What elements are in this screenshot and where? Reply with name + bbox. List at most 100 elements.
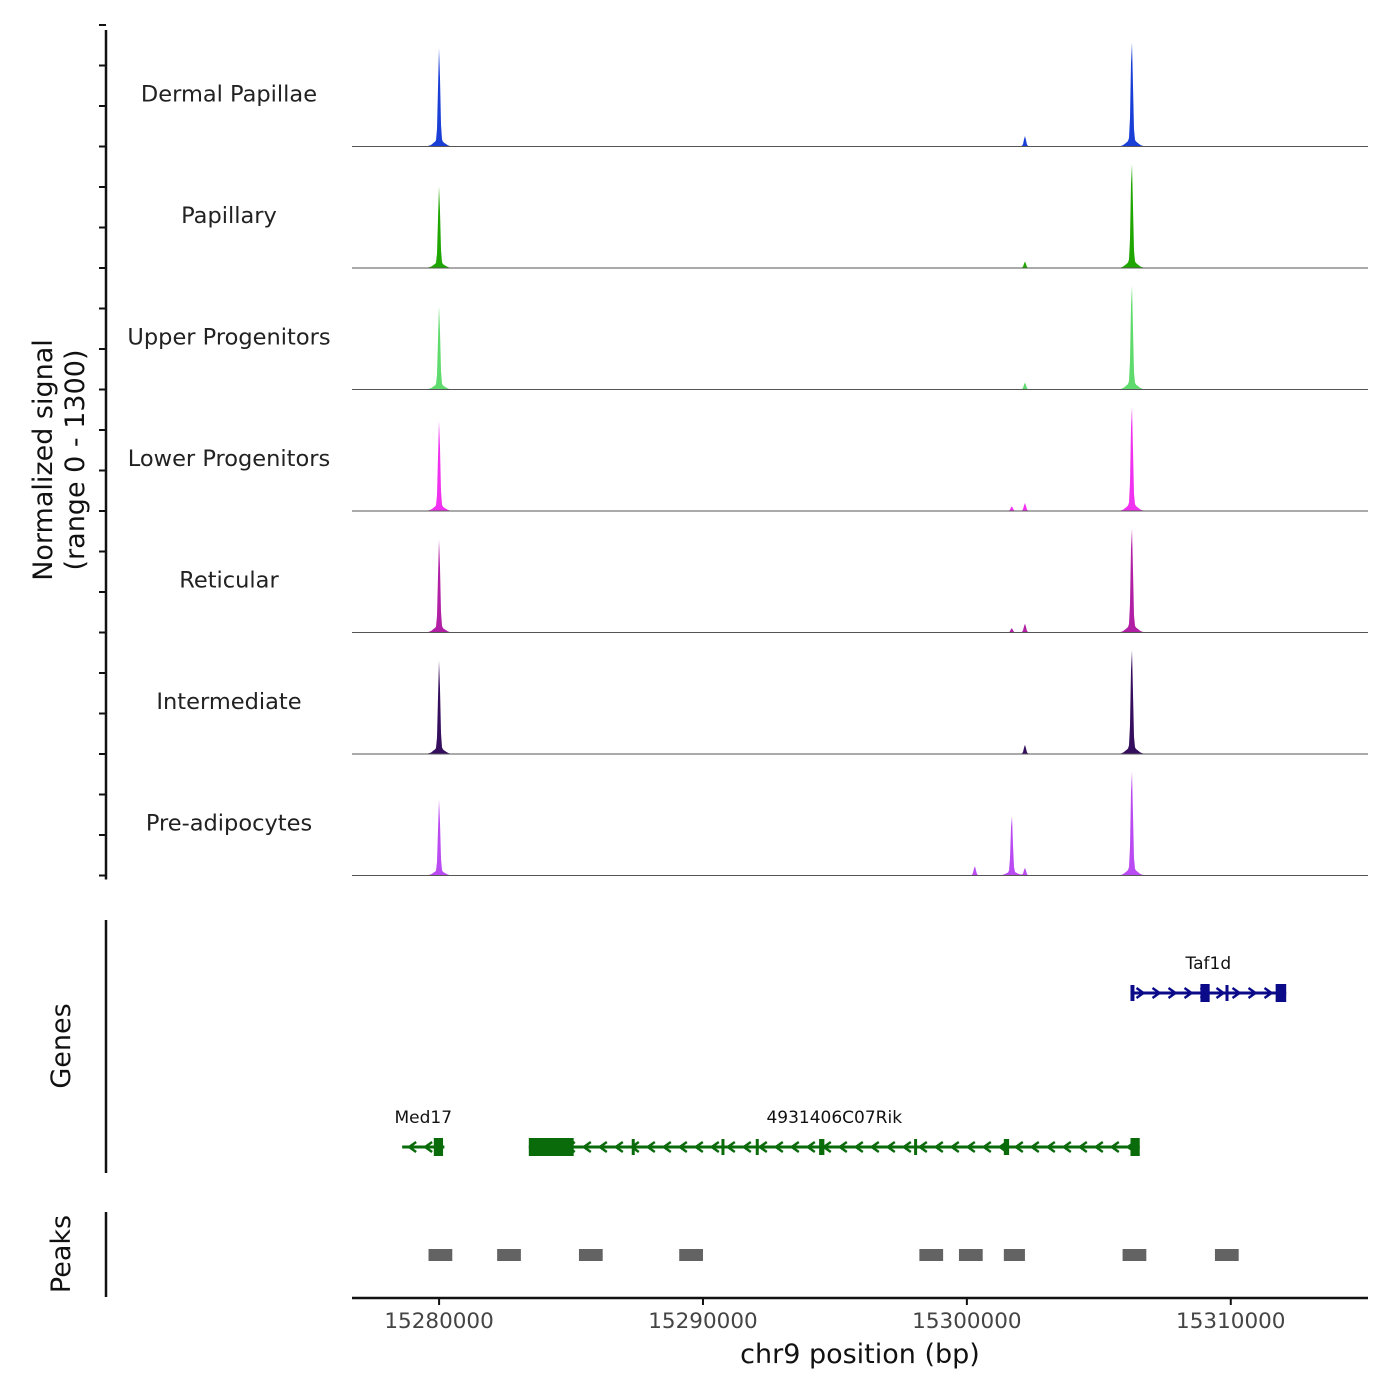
strand-arrow xyxy=(901,1140,912,1154)
peak-region xyxy=(1122,1249,1147,1261)
strand-arrow xyxy=(869,1140,880,1154)
gene-label: 4931406C07Rik xyxy=(766,1108,902,1128)
track-0: Dermal Papillae xyxy=(141,42,1368,147)
strand-arrow xyxy=(613,1140,624,1154)
strand-arrow xyxy=(406,1140,417,1154)
strand-arrow xyxy=(981,1140,992,1154)
exon xyxy=(914,1139,918,1155)
strand-arrow xyxy=(677,1140,688,1154)
peak-region xyxy=(919,1249,944,1261)
peak-region xyxy=(1003,1249,1025,1261)
coverage-tracks: Dermal Papillae Papillary Upper Progenitor… xyxy=(127,42,1368,876)
strand-arrow xyxy=(1045,1140,1056,1154)
track-label-6: Pre-adipocytes xyxy=(146,811,312,837)
strand-arrow xyxy=(741,1140,752,1154)
strand-arrow xyxy=(1263,986,1274,1000)
genes-track-label: Genes xyxy=(46,1003,77,1088)
strand-arrow xyxy=(661,1140,672,1154)
gene-Taf1d: Taf1d xyxy=(1130,954,1287,1002)
strand-arrow xyxy=(1093,1140,1104,1154)
exon xyxy=(1130,1138,1140,1156)
strand-arrow xyxy=(693,1140,704,1154)
y-axis-title-line2: (range 0 - 1300) xyxy=(60,350,91,571)
strand-arrow xyxy=(1231,986,1242,1000)
signal-area-2 xyxy=(352,285,1368,390)
track-label-4: Reticular xyxy=(179,568,279,594)
gene-label: Med17 xyxy=(394,1108,452,1128)
track-3: Lower Progenitors xyxy=(128,407,1368,512)
x-tick-label: 15300000 xyxy=(912,1309,1021,1334)
peak-region xyxy=(679,1249,703,1261)
strand-arrow xyxy=(597,1140,608,1154)
exon xyxy=(721,1139,725,1155)
strand-arrow xyxy=(1135,986,1146,1000)
y-axis xyxy=(99,24,108,880)
strand-arrow xyxy=(422,1140,433,1154)
strand-arrow xyxy=(1247,986,1258,1000)
exon xyxy=(1003,1139,1010,1155)
strand-arrow xyxy=(933,1140,944,1154)
peak-region xyxy=(578,1249,603,1261)
strand-arrow xyxy=(709,1140,720,1154)
track-5: Intermediate xyxy=(156,650,1368,755)
strand-arrow xyxy=(949,1140,960,1154)
strand-arrow xyxy=(1013,1140,1024,1154)
exon xyxy=(755,1139,759,1155)
exon xyxy=(1200,984,1210,1002)
strand-arrow xyxy=(1151,986,1162,1000)
signal-area-3 xyxy=(352,407,1368,511)
strand-arrow xyxy=(645,1140,656,1154)
strand-arrow xyxy=(757,1140,768,1154)
strand-arrow xyxy=(1029,1140,1040,1154)
x-axis-title: chr9 position (bp) xyxy=(740,1339,980,1370)
exon xyxy=(528,1138,574,1156)
strand-arrow xyxy=(1061,1140,1072,1154)
x-axis: 15280000 15290000 15300000 15310000 xyxy=(352,1296,1368,1334)
peaks-track-label: Peaks xyxy=(46,1215,77,1293)
exon xyxy=(1275,984,1287,1002)
gene-track: Taf1d Med17 4931406C07Rik xyxy=(104,920,1287,1173)
strand-arrow xyxy=(965,1140,976,1154)
exon xyxy=(631,1139,635,1155)
exon xyxy=(1130,985,1135,1001)
track-2: Upper Progenitors xyxy=(127,285,1368,390)
track-label-1: Papillary xyxy=(181,203,277,229)
exon xyxy=(1225,985,1229,1001)
signal-area-1 xyxy=(352,164,1368,268)
strand-arrow xyxy=(773,1140,784,1154)
signal-area-4 xyxy=(352,528,1368,633)
strand-arrow xyxy=(1183,986,1194,1000)
track-1: Papillary xyxy=(181,164,1368,269)
peak-region xyxy=(497,1249,521,1261)
strand-arrow xyxy=(1109,1140,1120,1154)
gene-4931406C07Rik: 4931406C07Rik xyxy=(528,1108,1140,1156)
strand-arrow xyxy=(917,1140,928,1154)
signal-area-5 xyxy=(352,650,1368,754)
exon xyxy=(819,1139,825,1155)
x-tick-label: 15310000 xyxy=(1176,1309,1285,1334)
signal-area-0 xyxy=(352,42,1368,147)
track-label-3: Lower Progenitors xyxy=(128,446,330,472)
track-label-5: Intermediate xyxy=(156,689,301,715)
strand-arrow xyxy=(1167,986,1178,1000)
strand-arrow xyxy=(1077,1140,1088,1154)
strand-arrow xyxy=(837,1140,848,1154)
y-axis-title-line1: Normalized signal xyxy=(28,339,59,581)
gene-Med17: Med17 xyxy=(394,1108,452,1156)
gene-label: Taf1d xyxy=(1185,954,1232,974)
peak-region xyxy=(958,1249,983,1261)
strand-arrow xyxy=(581,1140,592,1154)
strand-arrow xyxy=(805,1140,816,1154)
x-tick-label: 15290000 xyxy=(648,1309,757,1334)
strand-arrow xyxy=(789,1140,800,1154)
track-4: Reticular xyxy=(179,528,1368,633)
peak-track xyxy=(104,1212,1239,1297)
strand-arrow xyxy=(853,1140,864,1154)
strand-arrow xyxy=(885,1140,896,1154)
strand-arrow xyxy=(1215,986,1226,1000)
strand-arrow xyxy=(725,1140,736,1154)
track-label-2: Upper Progenitors xyxy=(127,325,330,351)
signal-area-6 xyxy=(352,771,1368,876)
peak-region xyxy=(428,1249,453,1261)
